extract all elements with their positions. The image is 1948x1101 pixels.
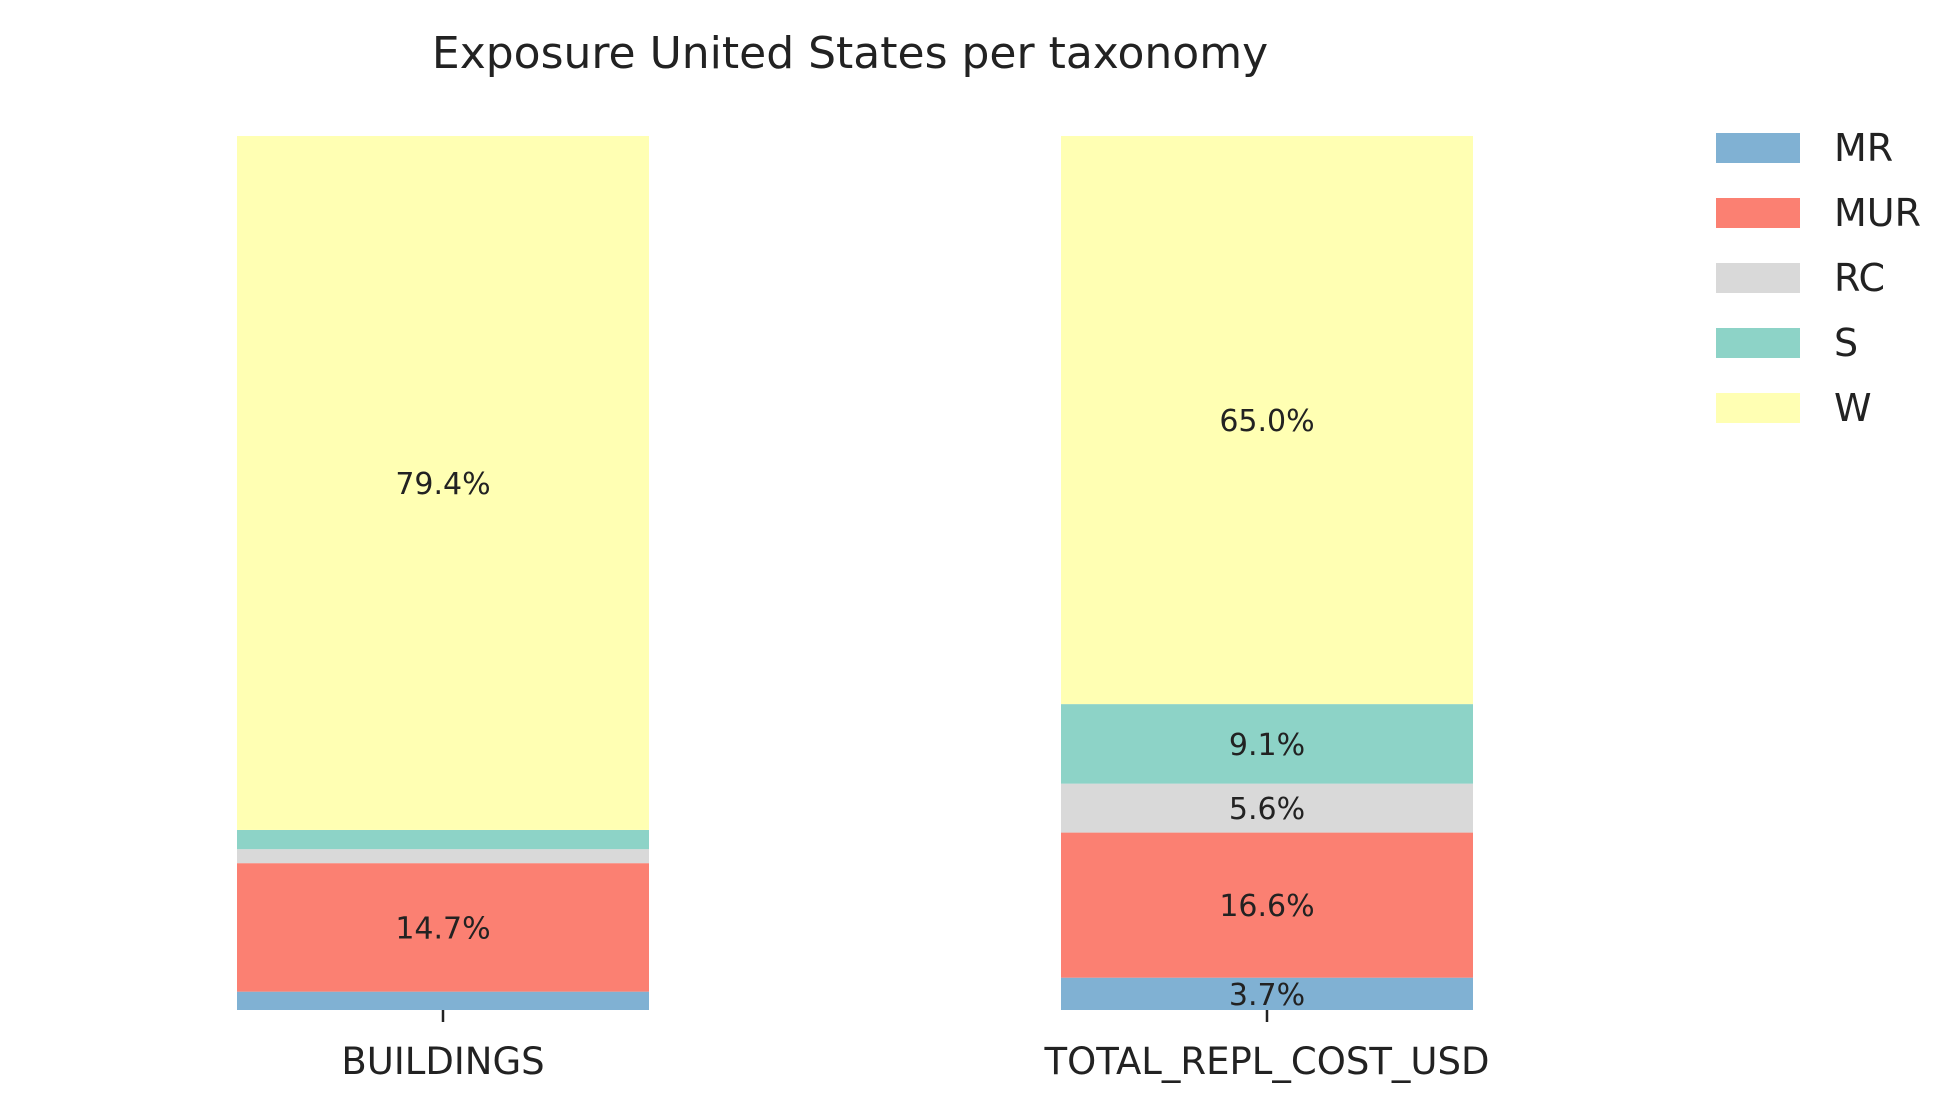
legend-label-w: W (1834, 386, 1872, 430)
legend-label-mr: MR (1834, 126, 1893, 170)
data-label-s-2: 9.1% (1229, 728, 1305, 763)
legend-swatch-rc (1716, 263, 1800, 293)
bar-segment-mur-1 (237, 863, 649, 992)
bar-segment-s-1 (237, 829, 649, 850)
bar-segment-mr-1 (237, 991, 649, 1010)
legend: MR MUR RC SW (1716, 126, 1921, 430)
bars-group (237, 136, 1473, 1010)
data-label-w-2: 65.0% (1219, 404, 1314, 439)
bar-segment-mur-2 (1061, 832, 1473, 978)
data-label-mr-2: 3.7% (1229, 978, 1305, 1013)
bar-segment-mr-2 (1061, 977, 1473, 1010)
x-axis: BUILDINGS TOTAL_REPL_COST_USD (341, 1010, 1490, 1083)
bar-segment-s-2 (1061, 704, 1473, 784)
legend-swatch-mr (1716, 133, 1800, 163)
data-labels-group: 14.7% 79.4% 3.7% 16.6% 5.6% 9.1% 65.0% (395, 404, 1314, 1013)
data-label-mur-1: 14.7% (395, 911, 490, 946)
x-tick-label-1: BUILDINGS (341, 1040, 544, 1083)
legend-label-rc: RC (1834, 256, 1885, 300)
bar-segment-w-1 (237, 136, 649, 830)
chart-title: Exposure United States per taxonomy (432, 28, 1268, 79)
data-label-w-1: 79.4% (395, 467, 490, 502)
x-tick-label-2: TOTAL_REPL_COST_USD (1044, 1040, 1490, 1083)
bar-segment-w-2 (1061, 136, 1473, 705)
legend-swatch-w (1716, 393, 1800, 423)
legend-swatch-mur (1716, 198, 1800, 228)
data-label-mur-2: 16.6% (1219, 889, 1314, 924)
bar-segment-rc-2 (1061, 783, 1473, 833)
legend-label-mur: MUR (1834, 191, 1921, 235)
data-label-rc-2: 5.6% (1229, 792, 1305, 827)
bar-segment-rc-1 (237, 849, 649, 864)
legend-label-s: S (1834, 321, 1858, 365)
legend-swatch-s (1716, 328, 1800, 358)
